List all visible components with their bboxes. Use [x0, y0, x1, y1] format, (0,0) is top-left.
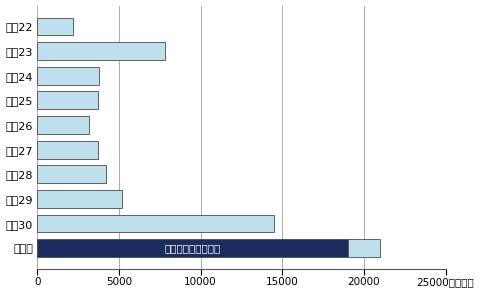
Text: うち東日本台風関連: うち東日本台風関連	[164, 243, 220, 253]
Bar	[37, 166, 106, 183]
Bar	[348, 239, 380, 257]
Bar	[37, 190, 122, 208]
Bar	[37, 91, 97, 109]
Bar	[37, 18, 73, 35]
Bar	[37, 67, 99, 85]
Bar	[37, 116, 89, 134]
Bar	[37, 215, 274, 232]
Bar	[37, 239, 348, 257]
Bar	[37, 42, 165, 60]
Bar	[37, 141, 97, 159]
